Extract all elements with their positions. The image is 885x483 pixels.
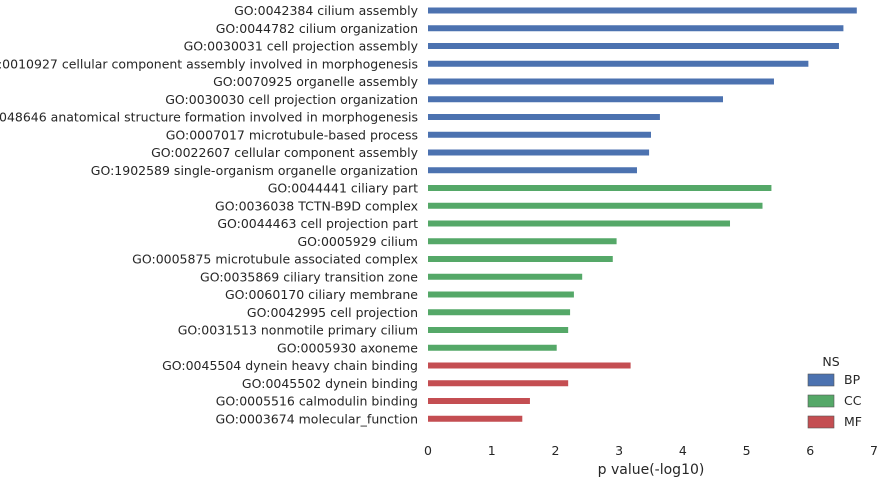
bars-group — [428, 7, 857, 422]
y-tick-labels: GO:0042384 cilium assembly GO:0044782 cil… — [0, 3, 419, 426]
y-tick-label: GO:0045504 dynein heavy chain binding — [162, 358, 418, 373]
legend-swatch-mf — [807, 415, 835, 429]
y-tick-label: GO:0031513 nonmotile primary cilium — [178, 323, 418, 338]
bar-bp — [428, 78, 774, 85]
y-tick-label: GO:0030031 cell projection assembly — [184, 39, 419, 54]
bar-cc — [428, 238, 617, 245]
legend: NS BP CC MF — [807, 354, 862, 429]
bar-cc — [428, 273, 583, 280]
bar-bp — [428, 114, 660, 120]
bar-cc — [428, 256, 613, 262]
y-tick-label: GO:0048646 anatomical structure formatio… — [0, 110, 418, 125]
y-tick-label: GO:0007017 microtubule-based process — [166, 127, 418, 142]
y-tick-label: GO:0010927 cellular component assembly i… — [0, 56, 418, 71]
y-tick-label: GO:0070925 organelle assembly — [213, 74, 419, 89]
y-tick-label: GO:0035869 ciliary transition zone — [200, 269, 418, 284]
y-tick-label: GO:1902589 single-organism organelle org… — [91, 163, 418, 178]
bar-mf — [428, 362, 631, 369]
y-tick-label: GO:0036038 TCTN-B9D complex — [215, 198, 418, 213]
y-tick-label: GO:0005516 calmodulin binding — [216, 394, 418, 409]
y-tick-label: GO:0005875 microtubule associated comple… — [132, 252, 418, 267]
bar-cc — [428, 309, 571, 316]
bar-bp — [428, 131, 651, 138]
bar-bp — [428, 149, 650, 156]
y-tick-label: GO:0060170 ciliary membrane — [225, 287, 418, 302]
legend-label-cc: CC — [844, 393, 862, 408]
x-tick-label: 5 — [743, 443, 751, 458]
x-tick-label: 3 — [615, 443, 623, 458]
legend-items: BP CC MF — [807, 372, 862, 429]
bar-bp — [428, 96, 723, 103]
x-tick-label: 4 — [679, 443, 687, 458]
x-tick-label: 1 — [488, 443, 496, 458]
x-tick-label: 7 — [870, 443, 878, 458]
bar-bp — [428, 7, 857, 14]
legend-swatch-bp — [807, 373, 835, 387]
bar-mf — [428, 380, 569, 387]
bar-mf — [428, 415, 523, 422]
bar-bp — [428, 43, 839, 49]
y-tick-label: GO:0005930 axoneme — [277, 340, 418, 355]
y-tick-label: GO:0044441 ciliary part — [268, 181, 418, 196]
legend-swatch-cc — [807, 394, 835, 408]
legend-title: NS — [822, 354, 839, 369]
bar-mf — [428, 398, 530, 404]
bar-cc — [428, 185, 772, 191]
bar-bp — [428, 25, 844, 32]
bar-cc — [428, 291, 574, 298]
bar-bp — [428, 167, 637, 174]
x-tick-label: 2 — [551, 443, 559, 458]
y-tick-label: GO:0022607 cellular component assembly — [151, 145, 418, 160]
y-tick-label: GO:0044463 cell projection part — [217, 216, 418, 231]
x-tick-label: 0 — [424, 443, 432, 458]
bar-cc — [428, 202, 763, 209]
legend-label-bp: BP — [844, 372, 861, 387]
x-axis-label: p value(-log10) — [598, 462, 705, 478]
x-tick-label: 6 — [806, 443, 814, 458]
bar-cc — [428, 220, 731, 227]
y-tick-label: GO:0044782 cilium organization — [216, 21, 418, 36]
bar-cc — [428, 344, 557, 351]
y-tick-label: GO:0042384 cilium assembly — [234, 3, 418, 18]
y-tick-label: GO:0045502 dynein binding — [242, 376, 418, 391]
x-tick-labels: 0 1 2 3 4 5 6 7 — [424, 443, 878, 458]
y-tick-label: GO:0030030 cell projection organization — [165, 92, 418, 107]
bar-bp — [428, 60, 809, 67]
legend-label-mf: MF — [844, 414, 862, 429]
bar-cc — [428, 327, 569, 333]
y-tick-label: GO:0003674 molecular_function — [215, 411, 418, 426]
y-tick-label: GO:0005929 cilium — [297, 234, 418, 249]
y-tick-label: GO:0042995 cell projection — [247, 305, 418, 320]
